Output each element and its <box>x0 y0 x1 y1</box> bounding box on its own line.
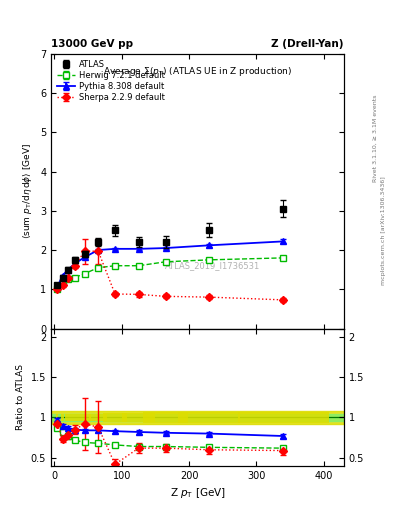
Y-axis label: Ratio to ATLAS: Ratio to ATLAS <box>16 364 25 430</box>
Bar <box>79 414 91 421</box>
X-axis label: Z $p_\mathrm{T}$ [GeV]: Z $p_\mathrm{T}$ [GeV] <box>169 486 226 500</box>
Text: 13000 GeV pp: 13000 GeV pp <box>51 38 133 49</box>
Text: Rivet 3.1.10, ≥ 3.1M events: Rivet 3.1.10, ≥ 3.1M events <box>373 95 378 182</box>
Bar <box>90 414 107 421</box>
Bar <box>61 414 64 421</box>
Y-axis label: $\langle$sum $p_\mathrm{T}/\mathrm{d}\eta\,\mathrm{d}\phi\rangle$ [GeV]: $\langle$sum $p_\mathrm{T}/\mathrm{d}\et… <box>22 143 35 239</box>
Bar <box>178 412 240 423</box>
Bar <box>122 413 155 422</box>
Text: Average $\Sigma(p_\mathrm{T})$ (ATLAS UE in Z production): Average $\Sigma(p_\mathrm{T})$ (ATLAS UE… <box>103 65 292 78</box>
Text: ATLAS_2019_I1736531: ATLAS_2019_I1736531 <box>165 261 260 270</box>
Text: Z (Drell-Yan): Z (Drell-Yan) <box>272 38 344 49</box>
Legend: ATLAS, Herwig 7.2.1 default, Pythia 8.308 default, Sherpa 2.2.9 default: ATLAS, Herwig 7.2.1 default, Pythia 8.30… <box>55 58 166 103</box>
Text: mcplots.cern.ch [arXiv:1306.3436]: mcplots.cern.ch [arXiv:1306.3436] <box>381 176 386 285</box>
Bar <box>56 414 58 421</box>
Bar <box>65 414 71 421</box>
Bar <box>237 412 329 423</box>
Bar <box>71 414 79 421</box>
Bar <box>103 413 127 422</box>
Bar <box>143 412 188 423</box>
